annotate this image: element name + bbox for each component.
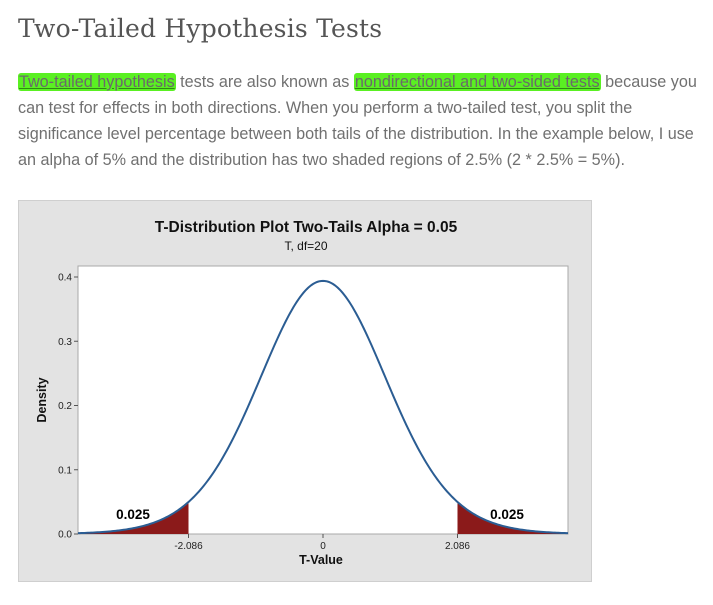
x-tick-label: -2.086 [174,541,203,552]
plot-area [77,265,569,535]
y-axis-label: Density [35,377,49,422]
chart-figure: T-Distribution Plot Two-Tails Alpha = 0.… [18,200,592,582]
x-axis-label: T-Value [299,553,343,567]
page-title: Two-Tailed Hypothesis Tests [18,14,383,43]
y-tick-label: 0.0 [58,530,72,541]
paragraph-text-2: because you can test for effects in both… [18,73,697,169]
y-tick-label: 0.3 [58,337,72,348]
tail-region-left [78,501,189,534]
t-distribution-chart: T-Distribution Plot Two-Tails Alpha = 0.… [35,219,569,567]
chart-subtitle: T, df=20 [284,239,327,253]
y-tick-label: 0.4 [58,273,72,284]
highlight-nondirectional: nondirectional and two-sided tests [353,73,601,91]
x-tick-label: 2.086 [445,541,470,552]
paragraph-text-1: tests are also known as [175,73,354,91]
tail-label-left: 0.025 [116,507,150,522]
x-tick-label: 0 [320,541,326,552]
highlight-two-tailed: Two-tailed hypothesis [18,73,176,91]
density-curve [77,279,569,535]
y-tick-label: 0.1 [58,465,72,476]
y-axis: 0.0 0.1 0.2 0.3 0.4 [58,273,78,541]
article-paragraph: Two-tailed hypothesis tests are also kno… [18,69,708,173]
tail-label-right: 0.025 [490,507,524,522]
tail-region-right [457,501,568,534]
x-axis: -2.086 0 2.086 [174,534,470,552]
tail-fills [78,501,568,534]
chart-title: T-Distribution Plot Two-Tails Alpha = 0.… [155,219,458,236]
y-tick-label: 0.2 [58,401,72,412]
